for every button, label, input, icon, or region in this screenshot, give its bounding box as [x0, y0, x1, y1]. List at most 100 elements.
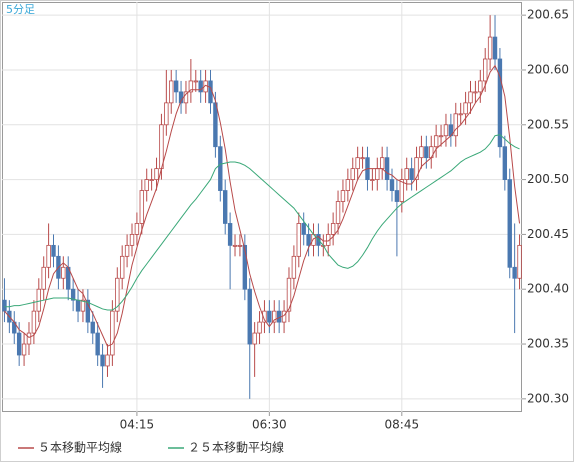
x-tick-label: 04:15 [120, 418, 155, 432]
candle-body [85, 299, 91, 323]
candle-body [438, 135, 444, 138]
candle-body [389, 179, 395, 191]
candle-body [257, 321, 262, 334]
candle-body [286, 277, 292, 312]
candle-body [384, 157, 390, 180]
candle-body [517, 244, 522, 279]
candle-body [46, 244, 51, 268]
ma-line [4, 64, 521, 347]
candle-body [124, 244, 130, 257]
candle-body [414, 157, 419, 180]
y-tick-label: 200.55 [527, 117, 569, 131]
candle-body [105, 354, 110, 367]
candle-body [70, 288, 76, 301]
candle-body [159, 124, 164, 170]
candle-body [16, 332, 22, 356]
candle-body [129, 234, 135, 246]
candle-body [291, 255, 297, 279]
candle-body [232, 244, 238, 247]
candle-body [267, 310, 272, 323]
candle-body [144, 179, 149, 191]
candle-body [355, 157, 360, 170]
candle-body [433, 135, 439, 148]
candle-body [478, 80, 483, 93]
candle-body [483, 58, 488, 82]
candle-body [370, 179, 375, 181]
candle-body [345, 179, 351, 191]
candle-body [154, 168, 159, 180]
candle-body [149, 179, 154, 181]
candle-body [2, 299, 7, 312]
candle-body [139, 190, 145, 224]
y-tick-label: 200.65 [527, 8, 569, 22]
candle-body [468, 91, 473, 104]
candle-body [262, 310, 267, 323]
candle-body [335, 201, 341, 224]
candle-body [424, 146, 429, 159]
candle-body [80, 299, 86, 312]
x-tick-label: 06:30 [252, 418, 287, 432]
candle-body [404, 168, 409, 180]
candle-body [419, 146, 424, 159]
candle-body [31, 310, 37, 334]
candle-body [502, 146, 508, 180]
legend-label: ５本移動平均線 [38, 440, 122, 455]
candle-body [218, 146, 223, 191]
chart-title: 5分足 [6, 3, 35, 16]
ma-line [4, 134, 520, 311]
candle-body [213, 102, 218, 148]
candle-body [100, 354, 105, 367]
y-tick-label: 200.60 [527, 62, 569, 76]
candle-body [242, 244, 248, 290]
candle-body [512, 266, 517, 279]
x-tick-label: 08:45 [385, 418, 420, 432]
candle-body [360, 157, 365, 160]
candle-body [198, 80, 203, 93]
candle-body [507, 179, 512, 268]
candle-body [379, 157, 385, 170]
candle-body [51, 244, 56, 257]
candle-body [394, 190, 400, 202]
candle-body [227, 223, 233, 246]
candle-body [178, 91, 184, 104]
candle-body [61, 266, 66, 279]
plot-area [2, 2, 522, 412]
candle-body [134, 223, 140, 235]
candle-body [473, 91, 478, 94]
candle-body [173, 80, 179, 93]
candle-body [443, 124, 449, 137]
y-tick-label: 200.30 [527, 391, 569, 405]
candle-body [375, 168, 380, 180]
candle-body [95, 332, 100, 356]
candle-body [26, 332, 32, 345]
candle-body [223, 190, 228, 224]
candle-body [272, 310, 277, 323]
candle-body [409, 168, 414, 180]
candle-body [296, 223, 301, 257]
candle-body [110, 310, 115, 356]
candle-body [487, 36, 493, 60]
candle-body [193, 80, 198, 83]
y-tick-label: 200.45 [527, 227, 569, 241]
candle-body [492, 36, 498, 60]
candle-body [330, 223, 336, 235]
candle-body [399, 179, 405, 202]
y-tick-label: 200.50 [527, 172, 569, 186]
candle-body [90, 321, 95, 334]
candle-body [41, 266, 46, 290]
legend-label: ２５本移動平均線 [188, 440, 284, 455]
candle-body [115, 277, 120, 312]
candle-body [453, 113, 458, 137]
candle-body [119, 255, 125, 279]
candle-body [169, 80, 174, 104]
candle-body [36, 288, 41, 312]
candle-body [340, 190, 346, 202]
candle-body [164, 102, 169, 126]
candle-body [350, 168, 355, 180]
y-tick-label: 200.40 [527, 282, 569, 296]
candle-body [306, 234, 311, 246]
y-tick-label: 200.35 [527, 337, 569, 351]
candle-body [252, 332, 257, 345]
candle-body [497, 58, 503, 148]
